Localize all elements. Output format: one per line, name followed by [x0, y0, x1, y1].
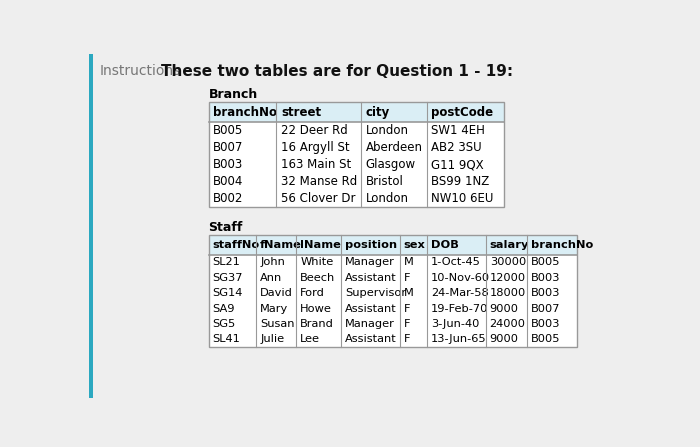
Text: Staff: Staff [209, 221, 243, 234]
Text: B003: B003 [531, 288, 561, 298]
Text: Instructions: Instructions [100, 64, 181, 78]
Text: Beech: Beech [300, 273, 335, 283]
Text: staffNo: staffNo [213, 240, 260, 249]
Text: 13-Jun-65: 13-Jun-65 [431, 334, 486, 344]
Bar [209, 255, 577, 347]
Text: SW1 4EH: SW1 4EH [431, 124, 485, 137]
Text: NW10 6EU: NW10 6EU [431, 192, 493, 205]
Text: Ann: Ann [260, 273, 282, 283]
Text: Ford: Ford [300, 288, 325, 298]
Text: Bristol: Bristol [365, 175, 404, 188]
Text: These two tables are for Question 1 - 19:: These two tables are for Question 1 - 19… [161, 64, 513, 80]
Text: Assistant: Assistant [345, 273, 397, 283]
Text: B007: B007 [531, 304, 561, 313]
Bar [90, 54, 93, 398]
Text: 12000: 12000 [490, 273, 526, 283]
Text: lName: lName [300, 240, 341, 249]
Text: postCode: postCode [431, 105, 493, 118]
Text: 56 Clover Dr: 56 Clover Dr [281, 192, 356, 205]
Text: DOB: DOB [431, 240, 459, 249]
Text: 9000: 9000 [490, 304, 519, 313]
Bar [209, 122, 503, 207]
Text: B003: B003 [531, 319, 561, 329]
Text: Susan: Susan [260, 319, 295, 329]
Text: M: M [403, 288, 413, 298]
Text: John: John [260, 257, 285, 267]
Text: M: M [403, 257, 413, 267]
Text: F: F [403, 334, 410, 344]
Text: branchNo: branchNo [214, 105, 277, 118]
Text: London: London [365, 124, 409, 137]
Text: Manager: Manager [345, 319, 395, 329]
Text: Howe: Howe [300, 304, 332, 313]
Text: F: F [403, 273, 410, 283]
Text: B002: B002 [214, 192, 244, 205]
Bar [209, 102, 503, 122]
Text: SG14: SG14 [213, 288, 243, 298]
Text: AB2 3SU: AB2 3SU [431, 141, 482, 154]
Text: B004: B004 [214, 175, 244, 188]
Text: David: David [260, 288, 293, 298]
Text: B005: B005 [531, 334, 561, 344]
Text: 30000: 30000 [490, 257, 526, 267]
Bar [209, 102, 503, 207]
Text: Manager: Manager [345, 257, 395, 267]
Bar [209, 235, 577, 255]
Text: Branch: Branch [209, 89, 258, 101]
Text: B005: B005 [214, 124, 244, 137]
Text: Julie: Julie [260, 334, 284, 344]
Text: Assistant: Assistant [345, 304, 397, 313]
Text: SL41: SL41 [213, 334, 240, 344]
Text: sex: sex [403, 240, 426, 249]
Text: street: street [281, 105, 321, 118]
Text: B005: B005 [531, 257, 561, 267]
Text: 1-Oct-45: 1-Oct-45 [431, 257, 481, 267]
Text: White: White [300, 257, 333, 267]
Text: Brand: Brand [300, 319, 334, 329]
Text: SL21: SL21 [213, 257, 240, 267]
Text: Assistant: Assistant [345, 334, 397, 344]
Text: city: city [365, 105, 390, 118]
Text: B007: B007 [214, 141, 244, 154]
Text: G11 9QX: G11 9QX [431, 158, 484, 171]
Text: 16 Argyll St: 16 Argyll St [281, 141, 349, 154]
Text: 3-Jun-40: 3-Jun-40 [431, 319, 480, 329]
Text: 19-Feb-70: 19-Feb-70 [431, 304, 489, 313]
Text: Supervisor: Supervisor [345, 288, 406, 298]
Text: London: London [365, 192, 409, 205]
Text: fName: fName [260, 240, 302, 249]
Text: F: F [403, 304, 410, 313]
Text: 9000: 9000 [490, 334, 519, 344]
Text: SG5: SG5 [213, 319, 236, 329]
Text: Aberdeen: Aberdeen [365, 141, 423, 154]
Text: 163 Main St: 163 Main St [281, 158, 351, 171]
Text: Mary: Mary [260, 304, 288, 313]
Text: B003: B003 [214, 158, 244, 171]
Text: 24-Mar-58: 24-Mar-58 [431, 288, 489, 298]
Text: SA9: SA9 [213, 304, 235, 313]
Text: position: position [345, 240, 397, 249]
Text: BS99 1NZ: BS99 1NZ [431, 175, 489, 188]
Text: 18000: 18000 [490, 288, 526, 298]
Text: Lee: Lee [300, 334, 320, 344]
Bar [209, 235, 577, 347]
Text: 10-Nov-60: 10-Nov-60 [431, 273, 490, 283]
Text: B003: B003 [531, 273, 561, 283]
Text: Glasgow: Glasgow [365, 158, 416, 171]
Text: salary: salary [490, 240, 529, 249]
Text: F: F [403, 319, 410, 329]
Text: 32 Manse Rd: 32 Manse Rd [281, 175, 357, 188]
Text: branchNo: branchNo [531, 240, 594, 249]
Text: SG37: SG37 [213, 273, 243, 283]
Text: 22 Deer Rd: 22 Deer Rd [281, 124, 348, 137]
Text: 24000: 24000 [490, 319, 526, 329]
